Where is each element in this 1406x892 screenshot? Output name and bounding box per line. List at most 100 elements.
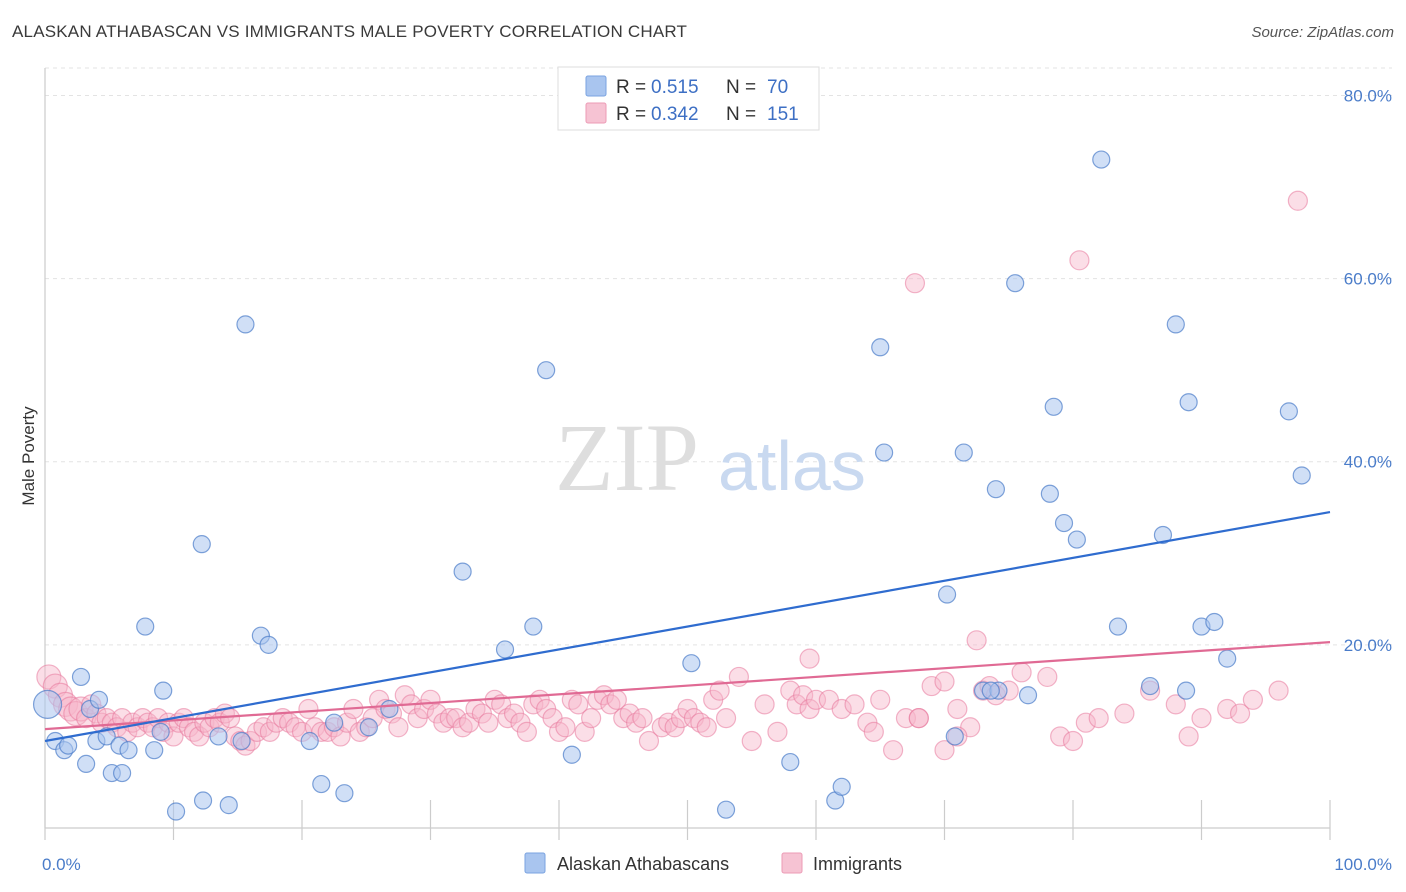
legend-n-value-2: 151: [767, 104, 799, 125]
athabascan-point: [300, 731, 319, 751]
immigrants-point: [1268, 680, 1289, 701]
axes: [44, 68, 1331, 840]
source-label: Source: ZipAtlas.com: [1251, 24, 1394, 41]
immigrants-point: [831, 698, 852, 720]
athabascan-point: [1179, 393, 1198, 412]
immigrants-point: [1114, 703, 1135, 724]
grid-lines: [45, 67, 1392, 646]
immigrants-point: [863, 721, 884, 742]
trend-lines: [44, 511, 1331, 743]
bottom-legend-swatch-pink: [781, 852, 803, 874]
athabascan-point: [937, 585, 957, 604]
legend-swatch-blue: [585, 75, 607, 97]
immigrants-point: [709, 680, 730, 701]
watermark: ZIP atlas: [555, 404, 866, 511]
athabascan-point: [1006, 274, 1025, 293]
athabascan-point: [325, 713, 344, 732]
immigrants-point: [882, 740, 904, 761]
athabascan-point: [209, 727, 228, 746]
athabascan-trend-line: [44, 511, 1331, 743]
immigrants-point: [1287, 190, 1308, 211]
athabascan-point: [524, 617, 543, 636]
athabascan-point: [59, 736, 78, 755]
immigrants-point: [947, 698, 968, 720]
athabascan-point: [335, 784, 354, 803]
immigrants-point: [904, 273, 926, 294]
y-tick-label-60: 60.0%: [1344, 270, 1392, 289]
immigrants-point: [581, 708, 602, 729]
y-axis-label: Male Poverty: [19, 406, 38, 506]
watermark-zip: ZIP: [555, 404, 699, 511]
athabascan-point: [71, 667, 91, 687]
immigrants-point: [36, 664, 62, 690]
athabascan-point: [1018, 686, 1038, 705]
athabascan-point: [871, 338, 890, 357]
athabascan-point: [1067, 530, 1086, 549]
athabascan-point: [219, 796, 238, 815]
immigrants-point: [1050, 726, 1071, 747]
immigrants-point: [1229, 703, 1251, 724]
athabascan-point: [537, 361, 556, 380]
bottom-legend: Alaskan Athabascans Immigrants: [524, 852, 902, 874]
athabascan-point: [193, 791, 213, 810]
immigrants-point: [1062, 730, 1084, 752]
legend-r-label-1: R =: [616, 77, 646, 98]
athabascan-point: [151, 722, 170, 741]
immigrants-point: [934, 671, 955, 692]
athabascan-point: [1040, 484, 1059, 503]
athabascan-point: [1279, 402, 1298, 421]
immigrants-point: [908, 708, 929, 729]
athabascan-point: [954, 443, 973, 462]
x-tick-label-min: 0.0%: [42, 855, 81, 874]
athabascan-point: [112, 763, 132, 783]
immigrants-point: [921, 675, 942, 697]
legend-n-label-2: N =: [726, 104, 756, 125]
legend-n-label-1: N =: [726, 77, 756, 98]
athabascan-point: [1108, 617, 1128, 636]
immigrants-point: [568, 694, 589, 715]
immigrants-point: [1242, 689, 1264, 710]
chart-title: ALASKAN ATHABASCAN VS IMMIGRANTS MALE PO…: [12, 22, 688, 41]
athabascan-point: [192, 535, 211, 554]
tick-labels: 20.0% 40.0% 60.0% 80.0% 0.0% 100.0%: [42, 86, 1392, 874]
athabascan-point: [97, 727, 116, 746]
immigrants-point: [767, 721, 788, 742]
bottom-legend-swatch-blue: [524, 852, 546, 874]
immigrants-point: [298, 698, 319, 720]
immigrants-point: [632, 708, 653, 729]
immigrants-point: [1037, 666, 1058, 688]
athabascan-point: [1153, 525, 1173, 545]
athabascan-point: [312, 774, 331, 794]
x-tick-label-max: 100.0%: [1334, 855, 1392, 874]
immigrants-point: [555, 717, 576, 738]
athabascan-point: [453, 562, 472, 581]
immigrants-point: [696, 717, 717, 738]
athabascan-point: [32, 689, 63, 719]
athabascan-point: [495, 640, 515, 659]
y-tick-label-40: 40.0%: [1344, 453, 1392, 472]
legend-r-value-1: 0.515: [651, 77, 699, 98]
athabascan-point: [1292, 466, 1311, 485]
immigrants-point: [870, 689, 891, 710]
immigrants-point: [1191, 708, 1212, 729]
athabascan-point: [1166, 315, 1185, 334]
immigrants-point: [638, 730, 660, 752]
athabascan-point: [259, 635, 278, 654]
athabascan-point: [1092, 150, 1111, 169]
immigrants-point: [478, 712, 499, 733]
athabascan-point: [119, 741, 138, 760]
legend-swatch-pink: [585, 102, 607, 124]
athabascan-point: [136, 617, 155, 636]
immigrants-point: [1165, 694, 1186, 715]
athabascan-point: [154, 681, 173, 700]
athabascan-point: [236, 315, 255, 334]
immigrants-point: [844, 694, 865, 715]
athabascan-point: [145, 741, 164, 760]
athabascan-point: [1176, 681, 1196, 700]
athabascan-point: [1054, 513, 1074, 533]
athabascan-point: [945, 727, 964, 746]
immigrants-point: [934, 740, 955, 761]
immigrants-point: [1069, 250, 1090, 271]
athabascan-point: [875, 443, 894, 462]
